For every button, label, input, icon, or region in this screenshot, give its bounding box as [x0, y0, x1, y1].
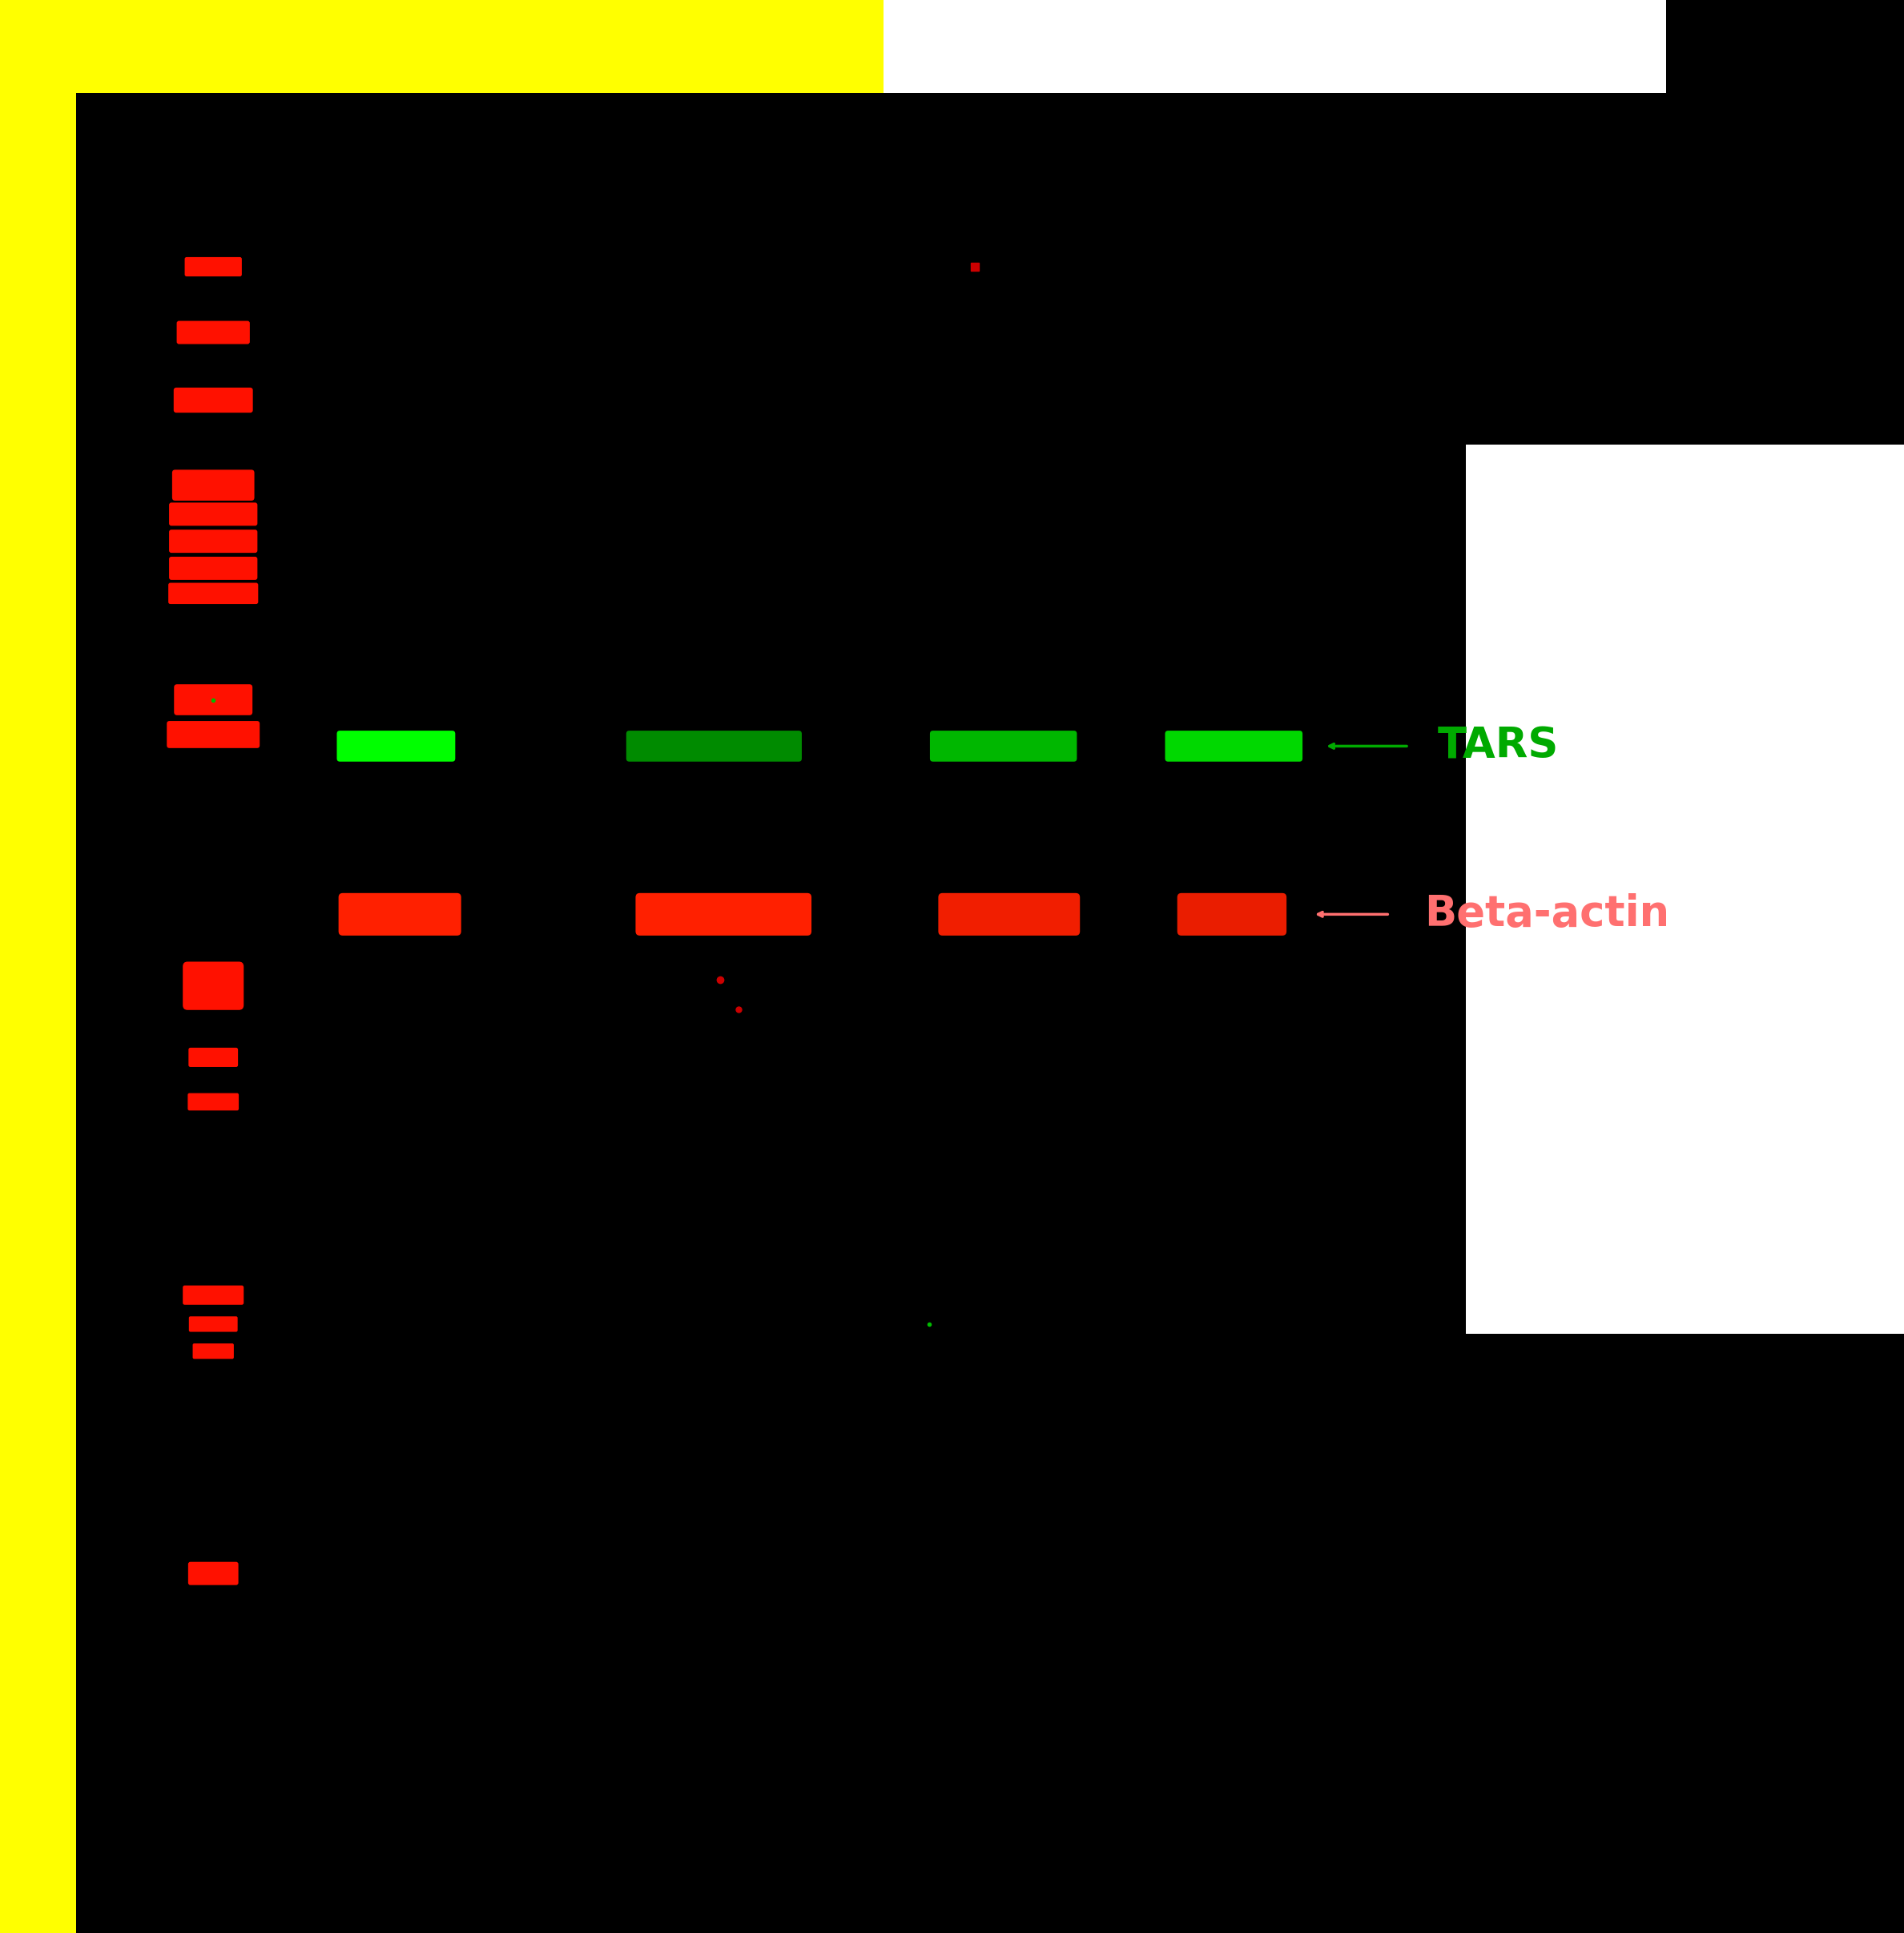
- FancyBboxPatch shape: [192, 1343, 234, 1359]
- Text: TARS: TARS: [1438, 725, 1559, 767]
- FancyBboxPatch shape: [169, 557, 257, 580]
- FancyBboxPatch shape: [337, 731, 455, 762]
- FancyBboxPatch shape: [185, 257, 242, 276]
- FancyBboxPatch shape: [626, 731, 802, 762]
- FancyBboxPatch shape: [188, 1094, 238, 1110]
- FancyBboxPatch shape: [939, 893, 1080, 936]
- FancyBboxPatch shape: [183, 1285, 244, 1305]
- FancyBboxPatch shape: [188, 1562, 238, 1585]
- FancyBboxPatch shape: [168, 584, 259, 603]
- FancyBboxPatch shape: [173, 684, 253, 715]
- FancyBboxPatch shape: [169, 503, 257, 526]
- FancyBboxPatch shape: [1177, 893, 1287, 936]
- FancyBboxPatch shape: [183, 963, 244, 1009]
- FancyBboxPatch shape: [168, 721, 259, 748]
- FancyBboxPatch shape: [188, 1316, 238, 1332]
- Text: Beta-actin: Beta-actin: [1424, 893, 1670, 936]
- FancyBboxPatch shape: [1165, 731, 1302, 762]
- Bar: [0, 0, 883, 93]
- FancyBboxPatch shape: [177, 321, 249, 344]
- FancyBboxPatch shape: [169, 530, 257, 553]
- Bar: [0, 93, 76, 1933]
- FancyBboxPatch shape: [171, 470, 255, 501]
- FancyBboxPatch shape: [173, 387, 253, 412]
- Bar: [883, 0, 1666, 93]
- FancyBboxPatch shape: [929, 731, 1078, 762]
- FancyBboxPatch shape: [636, 893, 811, 936]
- FancyBboxPatch shape: [339, 893, 461, 936]
- FancyBboxPatch shape: [188, 1048, 238, 1067]
- Bar: [1466, 445, 1904, 1334]
